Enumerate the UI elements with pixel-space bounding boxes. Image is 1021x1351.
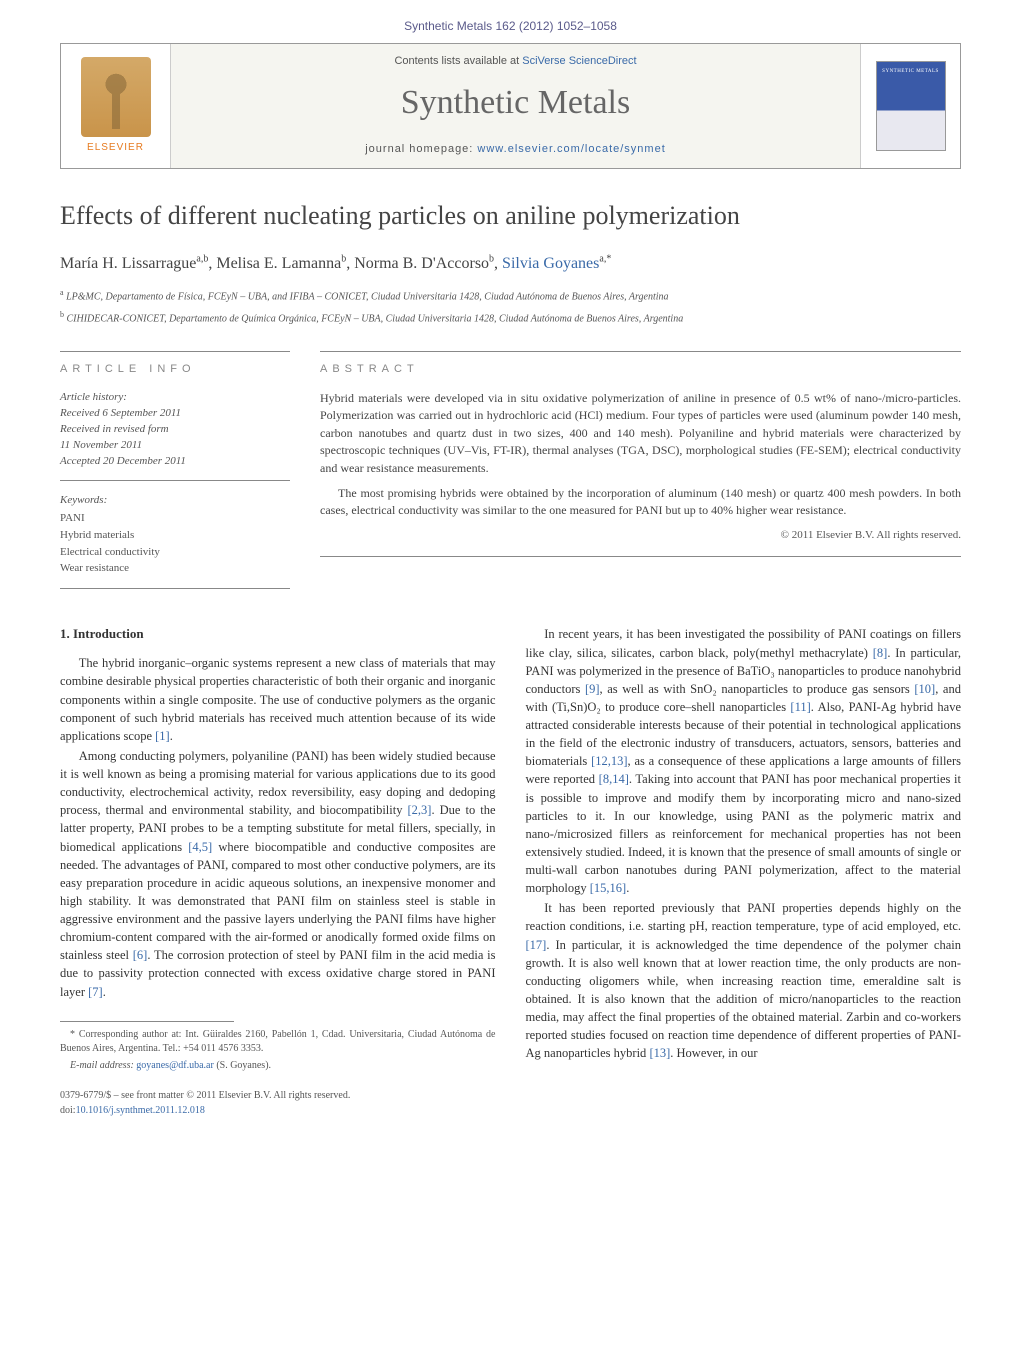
keyword-3: Electrical conductivity <box>60 545 290 561</box>
aff-a-key: a <box>60 288 64 297</box>
history-revised: Received in revised form <box>60 422 290 438</box>
contents-line: Contents lists available at SciVerse Sci… <box>171 54 860 70</box>
aff-b-key: b <box>60 310 64 319</box>
intro-p4: It has been reported previously that PAN… <box>526 899 962 1062</box>
abstract-text: Hybrid materials were developed via in s… <box>320 390 961 557</box>
ref-link[interactable]: [11] <box>790 700 810 714</box>
author-2: Melisa E. Lamanna <box>216 255 341 272</box>
email-label: E-mail address: <box>70 1060 134 1071</box>
article-title: Effects of different nucleating particle… <box>60 197 961 235</box>
ref-link[interactable]: [7] <box>88 985 103 999</box>
abstract-label: abstract <box>320 351 961 378</box>
history-received: Received 6 September 2011 <box>60 406 290 422</box>
info-abstract-row: article info Article history: Received 6… <box>60 351 961 589</box>
corr-email-name: (S. Goyanes). <box>216 1060 271 1071</box>
journal-name: Synthetic Metals <box>171 78 860 127</box>
homepage-prefix: journal homepage: <box>365 143 477 155</box>
section-heading-intro: 1. Introduction <box>60 625 496 644</box>
contents-prefix: Contents lists available at <box>394 55 522 67</box>
sciencedirect-link[interactable]: SciVerse ScienceDirect <box>522 55 636 67</box>
journal-masthead: ELSEVIER Contents lists available at Sci… <box>60 43 961 168</box>
affiliation-a: a LP&MC, Departamento de Física, FCEyN –… <box>60 287 961 305</box>
aff-a-text: LP&MC, Departamento de Física, FCEyN – U… <box>66 292 668 303</box>
article-front-matter: Effects of different nucleating particle… <box>0 197 1021 1076</box>
abstract-p1: Hybrid materials were developed via in s… <box>320 390 961 477</box>
affiliation-b: b CIHIDECAR-CONICET, Departamento de Quí… <box>60 309 961 327</box>
article-history: Article history: Received 6 September 20… <box>60 390 290 481</box>
aff-b-text: CIHIDECAR-CONICET, Departamento de Quími… <box>67 314 684 325</box>
ref-link[interactable]: [10] <box>914 682 935 696</box>
intro-p3: In recent years, it has been investigate… <box>526 625 962 897</box>
keyword-2: Hybrid materials <box>60 528 290 544</box>
ref-link[interactable]: [8,14] <box>599 772 629 786</box>
elsevier-tree-icon <box>81 57 151 137</box>
abstract-column: abstract Hybrid materials were developed… <box>320 351 961 589</box>
corresponding-footnote: * Corresponding author at: Int. Güiralde… <box>60 1028 496 1074</box>
ref-link[interactable]: [6] <box>133 948 148 962</box>
ref-link[interactable]: [8] <box>873 646 888 660</box>
intro-p2: Among conducting polymers, polyaniline (… <box>60 747 496 1001</box>
ref-link[interactable]: [4,5] <box>188 840 212 854</box>
doi-line: doi:10.1016/j.synthmet.2011.12.018 <box>60 1104 961 1119</box>
section-title: Introduction <box>73 626 144 641</box>
masthead-center: Contents lists available at SciVerse Sci… <box>171 44 860 167</box>
author-3: Norma B. D'Accorso <box>354 255 489 272</box>
cover-thumb-box <box>860 44 960 167</box>
intro-p1: The hybrid inorganic–organic systems rep… <box>60 654 496 745</box>
history-revised-date: 11 November 2011 <box>60 438 290 454</box>
body-left-column: 1. Introduction The hybrid inorganic–org… <box>60 625 496 1075</box>
author-line: María H. Lissarraguea,b, Melisa E. Laman… <box>60 252 961 275</box>
keyword-1: PANI <box>60 511 290 527</box>
body-right-column: In recent years, it has been investigate… <box>526 625 962 1075</box>
author-1: María H. Lissarrague <box>60 255 196 272</box>
author-3-aff: b <box>489 254 494 265</box>
keyword-4: Wear resistance <box>60 561 290 577</box>
author-2-aff: b <box>341 254 346 265</box>
author-4-aff: a,* <box>599 254 611 265</box>
publisher-logo-box: ELSEVIER <box>61 44 171 167</box>
history-label: Article history: <box>60 390 290 406</box>
ref-link[interactable]: [13] <box>649 1046 670 1060</box>
history-accepted: Accepted 20 December 2011 <box>60 454 290 470</box>
corr-email-line: E-mail address: goyanes@df.uba.ar (S. Go… <box>60 1059 496 1074</box>
keywords-list: PANI Hybrid materials Electrical conduct… <box>60 511 290 590</box>
ref-link[interactable]: [2,3] <box>408 803 432 817</box>
body-two-column: 1. Introduction The hybrid inorganic–org… <box>60 625 961 1075</box>
abstract-copyright: © 2011 Elsevier B.V. All rights reserved… <box>320 528 961 544</box>
ref-link[interactable]: [12,13] <box>591 754 627 768</box>
keywords-label: Keywords: <box>60 493 290 509</box>
corresponding-author-link[interactable]: Silvia Goyanes <box>502 255 599 272</box>
ref-link[interactable]: [15,16] <box>590 881 626 895</box>
homepage-line: journal homepage: www.elsevier.com/locat… <box>171 142 860 158</box>
page-footer: 0379-6779/$ – see front matter © 2011 El… <box>0 1075 1021 1138</box>
running-head: Synthetic Metals 162 (2012) 1052–1058 <box>0 0 1021 43</box>
article-info-label: article info <box>60 351 290 378</box>
ref-link[interactable]: [17] <box>526 938 547 952</box>
corr-author-note: * Corresponding author at: Int. Güiralde… <box>60 1028 496 1057</box>
corr-email-link[interactable]: goyanes@df.uba.ar <box>136 1060 214 1071</box>
publisher-label: ELSEVIER <box>81 141 151 156</box>
section-number: 1. <box>60 626 70 641</box>
homepage-link[interactable]: www.elsevier.com/locate/synmet <box>477 143 665 155</box>
ref-link[interactable]: [9] <box>585 682 600 696</box>
issn-line: 0379-6779/$ – see front matter © 2011 El… <box>60 1089 961 1104</box>
abstract-p2: The most promising hybrids were obtained… <box>320 485 961 520</box>
author-1-aff: a,b <box>196 254 208 265</box>
footnote-rule <box>60 1021 234 1022</box>
ref-link[interactable]: [1] <box>155 729 170 743</box>
article-info-column: article info Article history: Received 6… <box>60 351 290 589</box>
doi-link[interactable]: 10.1016/j.synthmet.2011.12.018 <box>76 1105 205 1116</box>
journal-cover-icon <box>876 61 946 151</box>
doi-label: doi: <box>60 1105 76 1116</box>
citation-text: Synthetic Metals 162 (2012) 1052–1058 <box>404 19 617 33</box>
author-4: Silvia Goyanes <box>502 255 599 272</box>
